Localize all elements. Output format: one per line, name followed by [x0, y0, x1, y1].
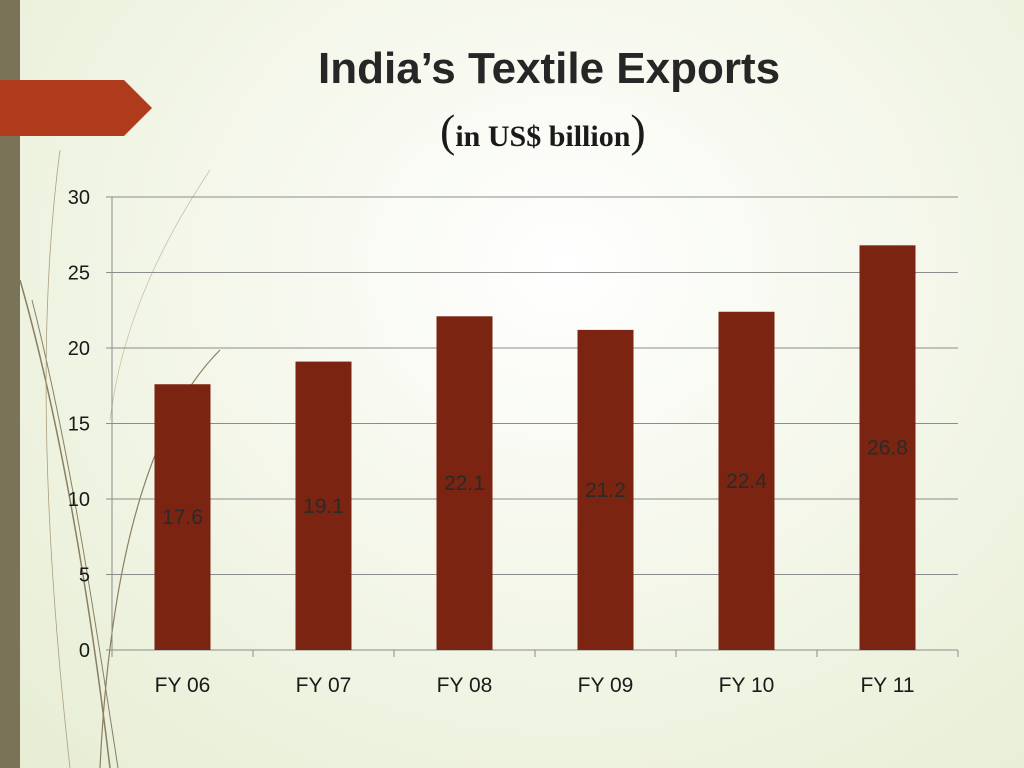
x-tick-label: FY 09 — [578, 674, 634, 697]
y-tick-label: 0 — [79, 640, 90, 662]
left-accent-band — [0, 0, 20, 768]
y-tick-label: 30 — [68, 187, 90, 209]
subtitle-open-paren: ( — [440, 105, 456, 156]
y-tick-label: 20 — [68, 338, 90, 360]
data-label: 21.2 — [585, 479, 626, 502]
bar-fy-06 — [154, 384, 211, 650]
bar-fy-07 — [295, 361, 352, 650]
title-flag-arrow — [0, 80, 152, 136]
data-label: 19.1 — [303, 495, 344, 518]
decorative-swoosh — [19, 149, 221, 768]
y-tick-label: 5 — [79, 565, 90, 587]
bar-fy-11 — [859, 245, 916, 650]
data-label: 22.1 — [444, 472, 485, 495]
x-tick-label: FY 07 — [296, 674, 352, 697]
bar-fy-10 — [718, 311, 775, 650]
data-label: 17.6 — [162, 506, 203, 529]
x-tick-label: FY 11 — [860, 674, 914, 697]
x-tick-label: FY 08 — [437, 674, 493, 697]
subtitle-text: in US$ billion — [455, 120, 631, 153]
y-tick-label: 10 — [68, 489, 90, 511]
bar-fy-08 — [436, 316, 493, 650]
y-tick-label: 15 — [68, 414, 90, 436]
chart-subtitle: (in US$ billion) — [440, 104, 840, 157]
chart-title: India’s Textile Exports — [318, 44, 781, 93]
x-tick-label: FY 06 — [155, 674, 211, 697]
data-label: 26.8 — [867, 437, 908, 460]
bar-fy-09 — [577, 329, 634, 650]
x-tick-label: FY 10 — [719, 674, 775, 697]
y-tick-label: 25 — [68, 263, 90, 285]
data-label: 22.4 — [726, 470, 767, 493]
subtitle-close-paren: ) — [630, 105, 646, 156]
